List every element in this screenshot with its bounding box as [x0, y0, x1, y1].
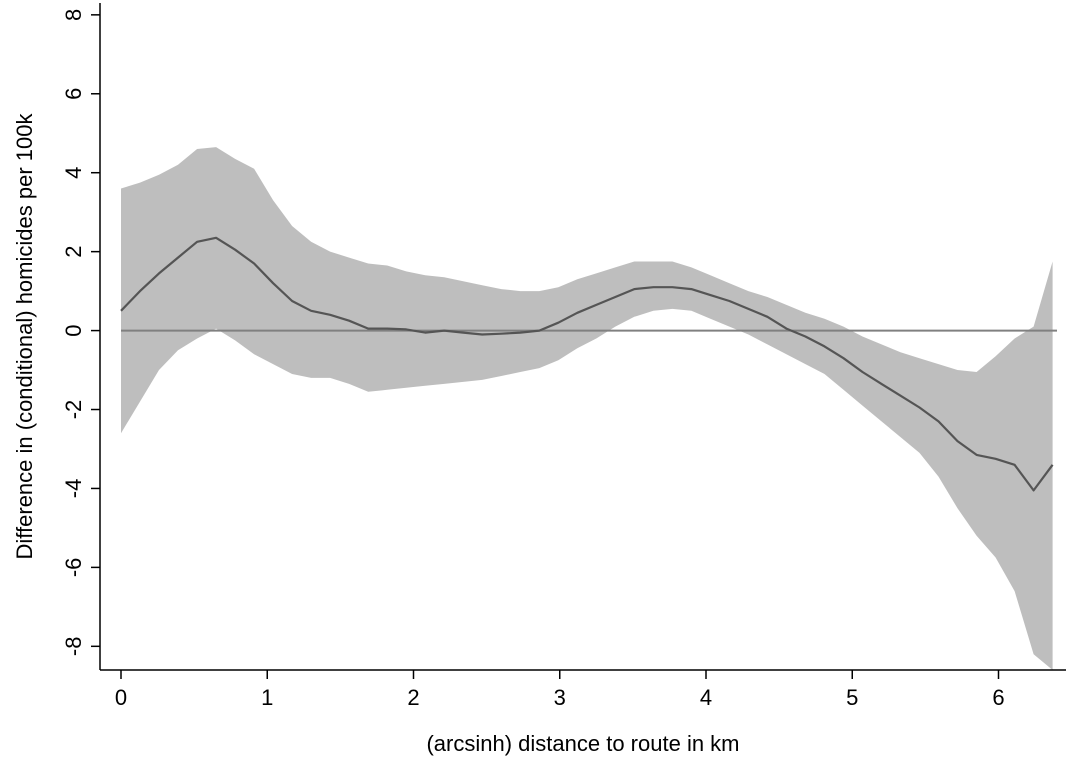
y-tick-label: 0 — [61, 324, 86, 336]
y-tick-label: 6 — [61, 88, 86, 100]
y-tick-label: 2 — [61, 246, 86, 258]
x-tick-label: 0 — [115, 685, 127, 710]
x-ticks: 0 1 2 3 4 5 6 — [115, 670, 1005, 710]
y-tick-label: -8 — [61, 637, 86, 657]
y-axis-title: Difference in (conditional) homicides pe… — [12, 113, 37, 560]
y-tick-label: 8 — [61, 9, 86, 21]
x-tick-label: 2 — [407, 685, 419, 710]
y-tick-label: -2 — [61, 400, 86, 420]
y-tick-label: 4 — [61, 167, 86, 179]
y-ticks: -8 -6 -4 -2 0 2 4 6 8 — [61, 9, 100, 656]
y-tick-label: -4 — [61, 479, 86, 499]
confidence-band — [121, 147, 1053, 671]
estimate-line — [120, 236, 1054, 492]
x-tick-label: 4 — [700, 685, 712, 710]
x-tick-label: 6 — [992, 685, 1004, 710]
y-tick-label: -6 — [61, 558, 86, 578]
plot-area — [120, 147, 1057, 671]
x-tick-label: 1 — [261, 685, 273, 710]
x-axis-title: (arcsinh) distance to route in km — [426, 731, 739, 756]
x-tick-label: 5 — [846, 685, 858, 710]
axes: -8 -6 -4 -2 0 2 4 6 8 0 1 2 3 4 5 6 — [61, 3, 1066, 710]
x-tick-label: 3 — [554, 685, 566, 710]
